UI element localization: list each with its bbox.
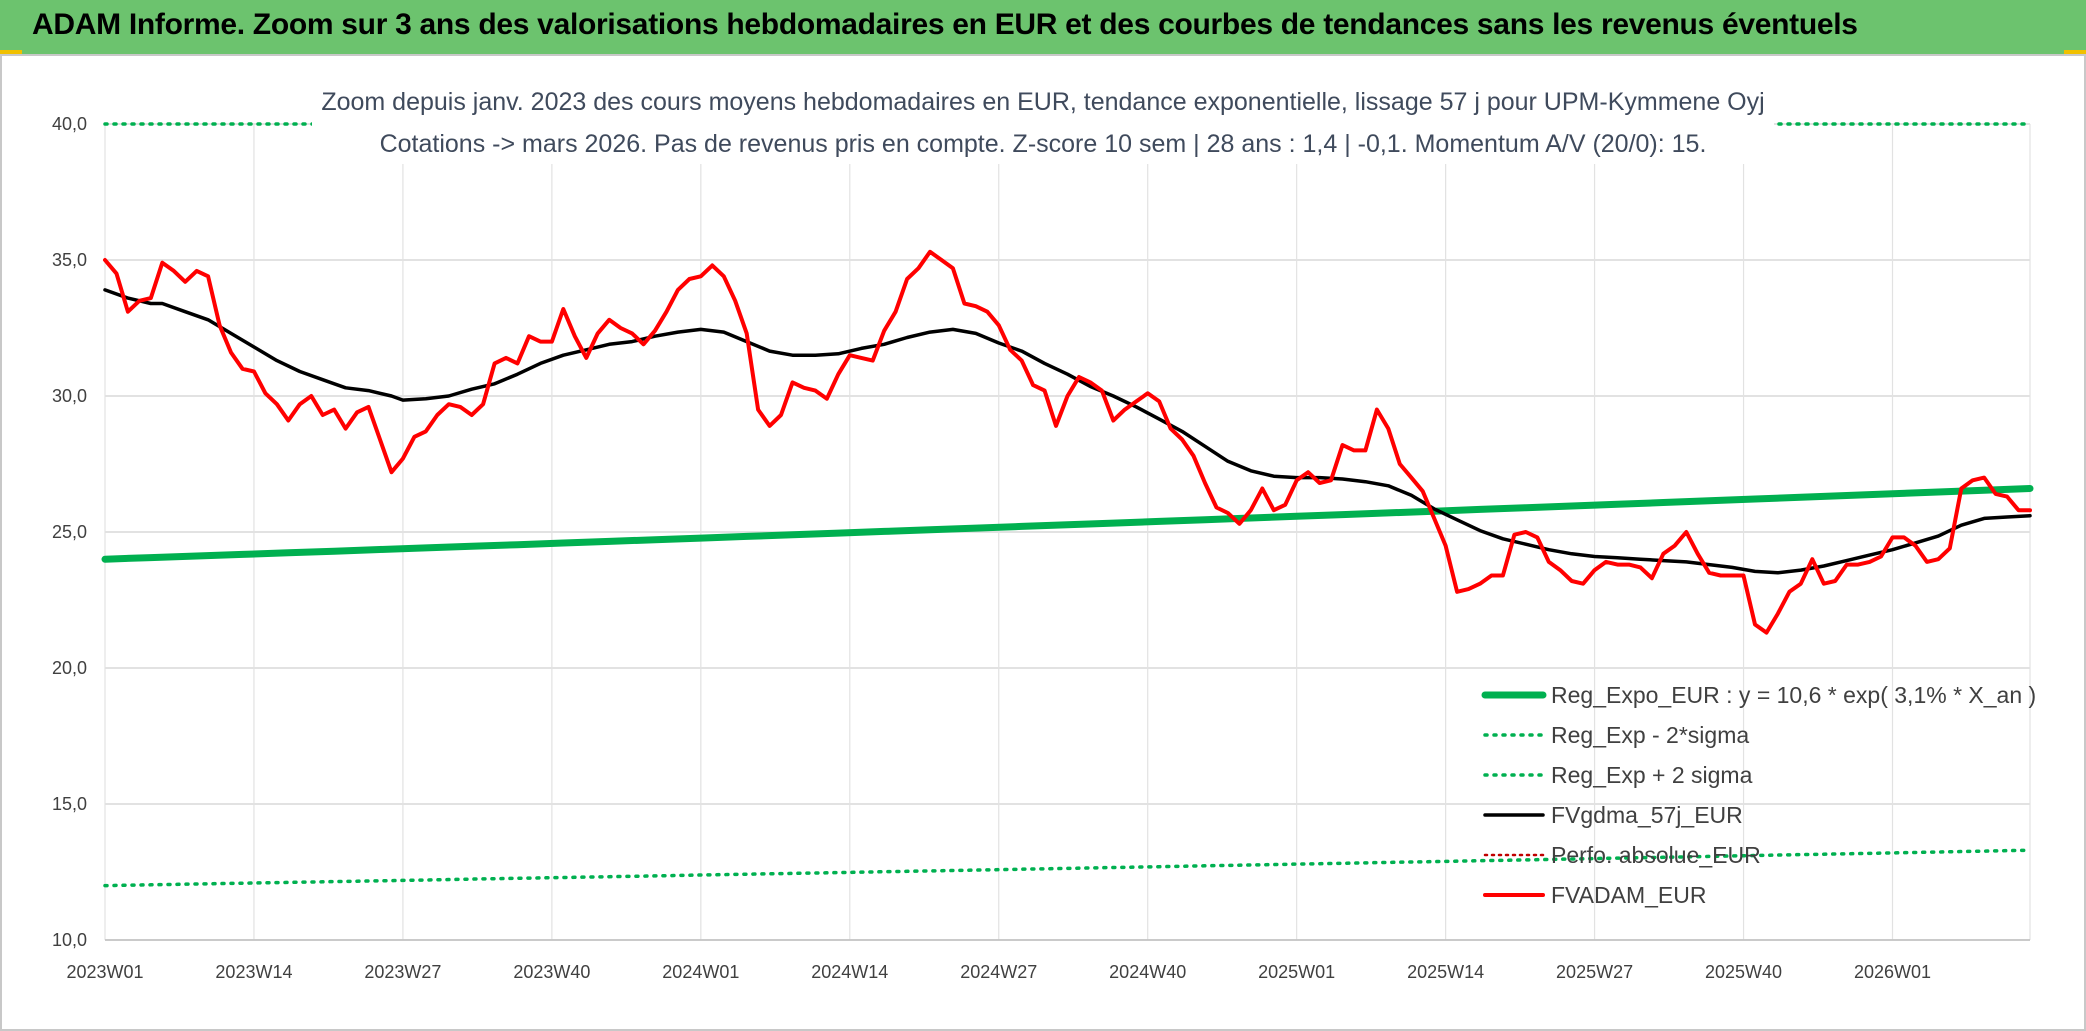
y-tick-label: 30,0	[52, 386, 87, 406]
x-tick-label: 2024W01	[662, 962, 739, 982]
y-tick-label: 15,0	[52, 794, 87, 814]
banner-corner-left	[0, 50, 22, 56]
x-tick-label: 2025W27	[1556, 962, 1633, 982]
x-tick-label: 2023W14	[215, 962, 292, 982]
x-tick-label: 2024W27	[960, 962, 1037, 982]
y-tick-label: 10,0	[52, 930, 87, 950]
chart-subtitle-line-1: Zoom depuis janv. 2023 des cours moyens …	[321, 88, 1764, 116]
y-tick-label: 35,0	[52, 250, 87, 270]
y-tick-label: 20,0	[52, 658, 87, 678]
legend-entry: Reg_Exp - 2*sigma	[1551, 722, 1749, 748]
chart-frame	[0, 54, 2086, 1031]
legend: Reg_Expo_EUR : y = 10,6 * exp( 3,1% * X_…	[1481, 682, 2036, 908]
page-banner: ADAM Informe. Zoom sur 3 ans des valoris…	[0, 0, 2086, 54]
page-title: ADAM Informe. Zoom sur 3 ans des valoris…	[32, 8, 1858, 41]
x-tick-label: 2023W27	[364, 962, 441, 982]
legend-entry: FVgdma_57j_EUR	[1551, 802, 1743, 828]
series-line-reg-exp-minus-2-sigma	[103, 848, 2032, 888]
series-line-fvgdma-57j-eur	[103, 288, 2032, 575]
axis-layer: 10,0 15,0 20,0 25,0 30,0 35,0 40,0 2023W01 2023W…	[52, 114, 2030, 982]
legend-entry: Perfo. absolue_EUR	[1551, 842, 1761, 868]
series-line-fvadam-eur	[103, 249, 2032, 635]
subtitle-background	[312, 74, 1774, 164]
legend-entry: Reg_Expo_EUR : y = 10,6 * exp( 3,1% * X_…	[1551, 682, 2036, 708]
y-tick-label: 40,0	[52, 114, 87, 134]
banner-corner-right	[2064, 50, 2086, 56]
legend-entry: Reg_Exp + 2 sigma	[1551, 762, 1753, 788]
x-tick-label: 2024W14	[811, 962, 888, 982]
y-tick-label: 25,0	[52, 522, 87, 542]
x-tick-label: 2023W40	[513, 962, 590, 982]
legend-entry: FVADAM_EUR	[1551, 882, 1707, 908]
x-tick-label: 2026W01	[1854, 962, 1931, 982]
x-tick-label: 2024W40	[1109, 962, 1186, 982]
chart-subtitle-line-2: Cotations -> mars 2026. Pas de revenus p…	[380, 130, 1707, 158]
x-tick-label: 2023W01	[66, 962, 143, 982]
x-tick-label: 2025W01	[1258, 962, 1335, 982]
series-line-reg-expo-eur	[101, 485, 2034, 563]
x-tick-label: 2025W40	[1705, 962, 1782, 982]
x-tick-label: 2025W14	[1407, 962, 1484, 982]
